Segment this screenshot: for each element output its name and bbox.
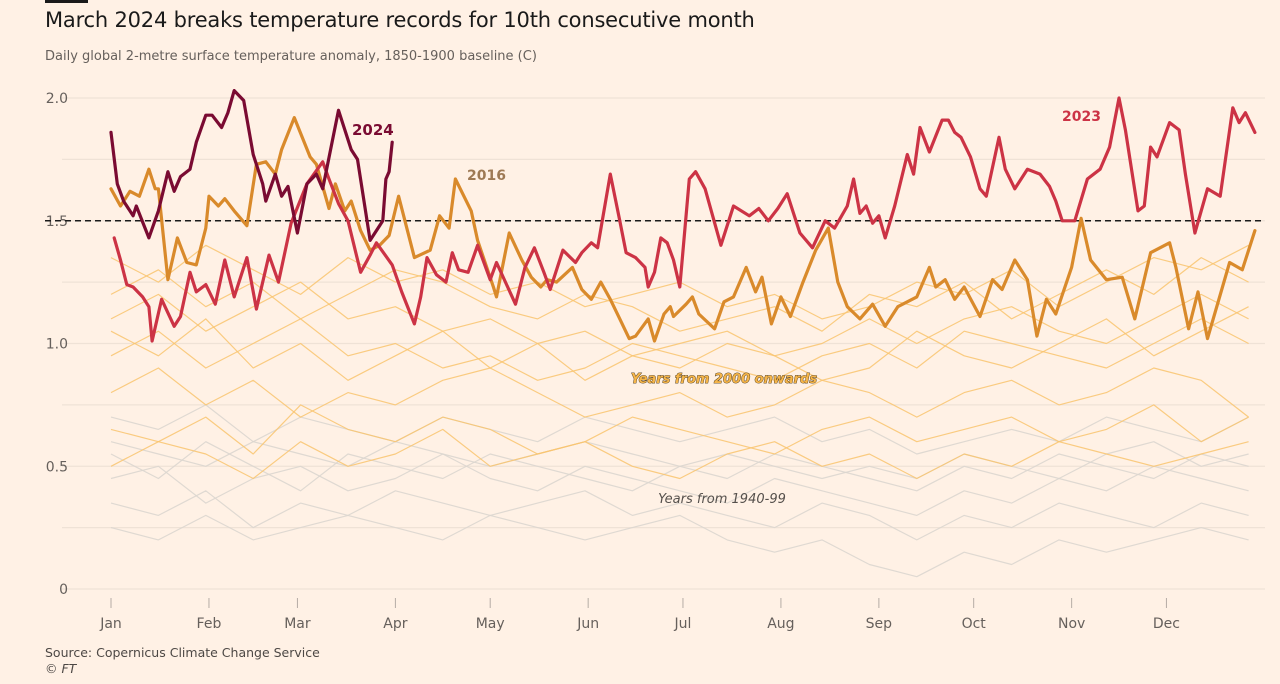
x-tick-label: May xyxy=(476,616,505,632)
older-year-line xyxy=(110,490,1249,541)
older-year-line xyxy=(110,441,1249,480)
series-label-2016: 2016 xyxy=(467,168,506,184)
y-tick-label: 2.0 xyxy=(46,91,68,107)
x-tick-label: Jan xyxy=(99,616,122,632)
x-tick-label: Dec xyxy=(1153,616,1180,632)
group-label-recent: Years from 2000 onwards xyxy=(631,372,817,387)
x-tick-label: Jun xyxy=(576,616,599,632)
recent-year-line xyxy=(110,428,1249,480)
brand-bar xyxy=(45,0,88,3)
recent-years-lines xyxy=(110,244,1249,480)
x-tick-label: Sep xyxy=(866,616,893,632)
y-tick-label: 1.5 xyxy=(46,214,68,230)
copyright-note: © FT xyxy=(45,661,77,676)
y-tick-label: 0.5 xyxy=(46,459,68,475)
x-tick-label: Aug xyxy=(767,616,794,632)
recent-year-line xyxy=(110,367,1249,418)
series-labels: 2024 2016 2023 Years from 2000 onwards Y… xyxy=(352,109,1101,507)
source-note: Source: Copernicus Climate Change Servic… xyxy=(45,645,320,660)
older-years-lines xyxy=(110,404,1249,578)
temperature-anomaly-chart: 0 0.5 1.0 1.5 2.0 Jan Feb Mar Apr May Jun Jul Aug Se… xyxy=(45,89,1265,632)
y-axis: 0 0.5 1.0 1.5 2.0 xyxy=(46,91,68,598)
x-tick-label: Jul xyxy=(674,616,692,632)
recent-year-line xyxy=(110,318,1249,381)
recent-year-line xyxy=(110,281,1249,357)
x-tick-label: Apr xyxy=(383,616,407,632)
x-tick-label: Feb xyxy=(197,616,222,632)
chart-title: March 2024 breaks temperature records fo… xyxy=(45,8,755,32)
recent-year-line xyxy=(110,306,1249,381)
series-line-2024 xyxy=(109,89,394,242)
series-label-2023: 2023 xyxy=(1062,109,1101,125)
chart-subtitle: Daily global 2-metre surface temperature… xyxy=(45,49,537,64)
older-year-line xyxy=(110,514,1249,578)
y-tick-label: 0 xyxy=(59,582,68,598)
x-tick-label: Mar xyxy=(284,616,311,632)
y-tick-label: 1.0 xyxy=(46,337,68,353)
series-label-2024: 2024 xyxy=(352,121,394,139)
group-label-older: Years from 1940-99 xyxy=(658,492,786,507)
x-tick-label: Nov xyxy=(1058,616,1085,632)
highlighted-series xyxy=(109,89,1257,343)
x-tick-label: Oct xyxy=(962,616,987,632)
x-axis: Jan Feb Mar Apr May Jun Jul Aug Sep Oct Nov Dec xyxy=(99,598,1180,632)
gridlines xyxy=(62,97,1265,590)
series-line-2023 xyxy=(112,96,1257,343)
series-line-2016 xyxy=(109,116,1257,343)
